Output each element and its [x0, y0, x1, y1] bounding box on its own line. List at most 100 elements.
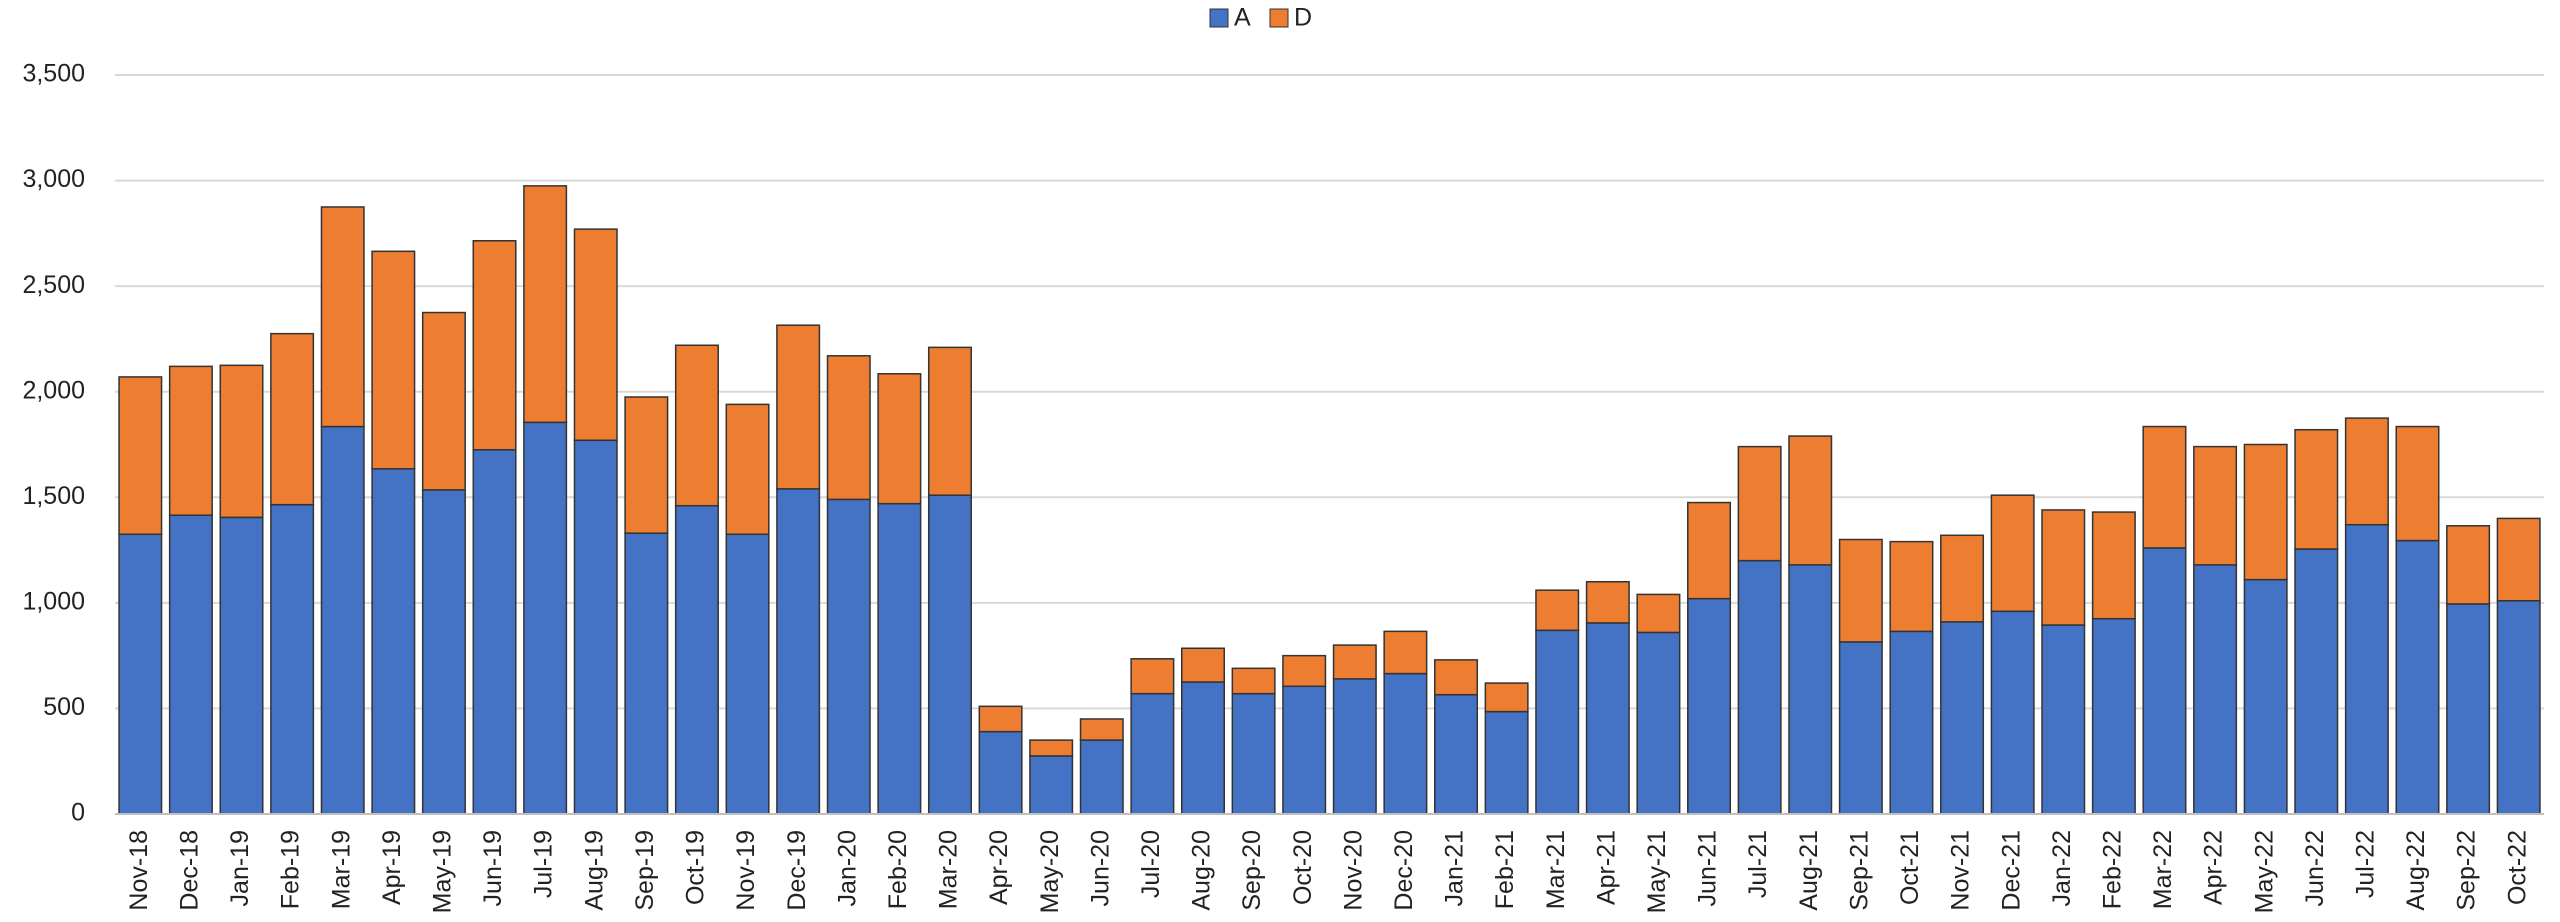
x-tick-label: Jun-21 — [1694, 830, 1722, 906]
x-tick-label: Oct-20 — [1289, 830, 1317, 905]
bar-segment — [624, 396, 669, 534]
bar-segment — [826, 355, 871, 501]
bar-segment — [523, 185, 568, 424]
bar-segment — [270, 332, 315, 506]
x-tick-label: Nov-18 — [125, 830, 153, 911]
bar-segment — [219, 364, 264, 519]
y-tick-label: 1,000 — [22, 587, 85, 615]
bar-segment — [523, 421, 568, 815]
bar-segment — [1535, 629, 1580, 815]
bar-segment — [1940, 621, 1985, 815]
x-tick-label: Nov-20 — [1339, 830, 1367, 911]
bar-segment — [1940, 534, 1985, 623]
bar-segment — [1332, 678, 1377, 815]
legend-swatch — [1269, 8, 1289, 28]
bar-segment — [1180, 681, 1225, 815]
bar-segment — [371, 250, 416, 470]
x-tick-label: May-22 — [2250, 830, 2278, 913]
legend-label: D — [1294, 4, 1312, 32]
x-tick-label: Dec-20 — [1390, 830, 1418, 911]
bar-segment — [1737, 445, 1782, 562]
y-tick-label: 2,500 — [22, 271, 85, 299]
bar-segment — [1180, 647, 1225, 683]
bar-segment — [2142, 547, 2187, 815]
x-tick-label: Mar-22 — [2149, 830, 2177, 909]
bar-segment — [1788, 564, 1833, 815]
bar-segment — [1838, 538, 1883, 643]
legend-label: A — [1234, 4, 1251, 32]
bar-segment — [2193, 564, 2238, 815]
bar-segment — [270, 503, 315, 815]
x-tick-label: Mar-20 — [935, 830, 963, 909]
bar-segment — [1889, 630, 1934, 815]
x-tick-label: Dec-19 — [783, 830, 811, 911]
x-tick-label: Mar-21 — [1542, 830, 1570, 909]
bar-segment — [320, 206, 365, 428]
x-tick-label: Jul-21 — [1744, 830, 1772, 898]
bar-segment — [2496, 599, 2541, 815]
x-tick-label: May-21 — [1643, 830, 1671, 913]
x-tick-label: Jan-21 — [1441, 830, 1469, 906]
x-tick-label: May-20 — [1036, 830, 1064, 913]
y-tick-label: 0 — [71, 799, 85, 827]
bar-segment — [573, 439, 618, 815]
bar-segment — [2294, 428, 2339, 550]
bar-segment — [1282, 654, 1327, 688]
x-tick-label: Jan-20 — [833, 830, 861, 906]
bar-segment — [2294, 548, 2339, 815]
bar-segment — [1434, 659, 1479, 696]
bar-segment — [1383, 672, 1428, 815]
x-tick-label: Nov-21 — [1947, 830, 1975, 911]
x-tick-label: Sep-22 — [2453, 830, 2481, 911]
bar-segment — [421, 311, 466, 491]
bar-segment — [826, 498, 871, 815]
bar-segment — [2243, 578, 2288, 815]
x-tick-label: Sep-19 — [631, 830, 659, 911]
bar-segment — [573, 228, 618, 442]
bar-segment — [927, 494, 972, 815]
x-tick-label: Dec-18 — [176, 830, 204, 911]
x-tick-label: May-19 — [429, 830, 457, 913]
bar-segment — [1990, 610, 2035, 815]
x-tick-label: Apr-21 — [1592, 830, 1620, 905]
bar-segment — [2041, 624, 2086, 815]
x-tick-label: Aug-21 — [1795, 830, 1823, 911]
y-tick-label: 500 — [43, 693, 85, 721]
bar-segment — [421, 489, 466, 815]
bar-segment — [2193, 445, 2238, 566]
x-tick-label: Jun-22 — [2301, 830, 2329, 906]
x-tick-label: Oct-19 — [682, 830, 710, 905]
y-tick-label: 3,000 — [22, 165, 85, 193]
bar-segment — [320, 425, 365, 815]
bar-segment — [219, 516, 264, 815]
x-tick-label: Aug-19 — [580, 830, 608, 911]
bar-segment — [1282, 685, 1327, 815]
x-tick-label: Apr-20 — [985, 830, 1013, 905]
x-tick-label: Feb-19 — [277, 830, 305, 909]
bar-segment — [877, 502, 922, 815]
x-tick-label: Jun-19 — [479, 830, 507, 906]
legend-swatch — [1209, 8, 1229, 28]
bar-segment — [1484, 682, 1529, 713]
bar-segment — [1535, 589, 1580, 632]
x-tick-label: Oct-22 — [2503, 830, 2531, 905]
bar-segment — [877, 373, 922, 505]
bar-segment — [472, 449, 517, 815]
bar-segment — [1079, 739, 1124, 815]
bar-segment — [2091, 511, 2136, 620]
x-tick-label: Nov-19 — [732, 830, 760, 911]
y-tick-label: 1,500 — [22, 482, 85, 510]
y-tick-label: 3,500 — [22, 60, 85, 88]
x-tick-label: Jun-20 — [1086, 830, 1114, 906]
bar-segment — [725, 533, 770, 815]
bar-segment — [978, 705, 1023, 733]
bar-segment — [1788, 435, 1833, 566]
bar-segment — [1079, 718, 1124, 741]
bar-segment — [2395, 539, 2440, 815]
bar-segment — [1332, 644, 1377, 680]
x-tick-label: Jul-19 — [530, 830, 558, 898]
x-tick-label: Jan-22 — [2048, 830, 2076, 906]
bar-segment — [1636, 593, 1681, 634]
